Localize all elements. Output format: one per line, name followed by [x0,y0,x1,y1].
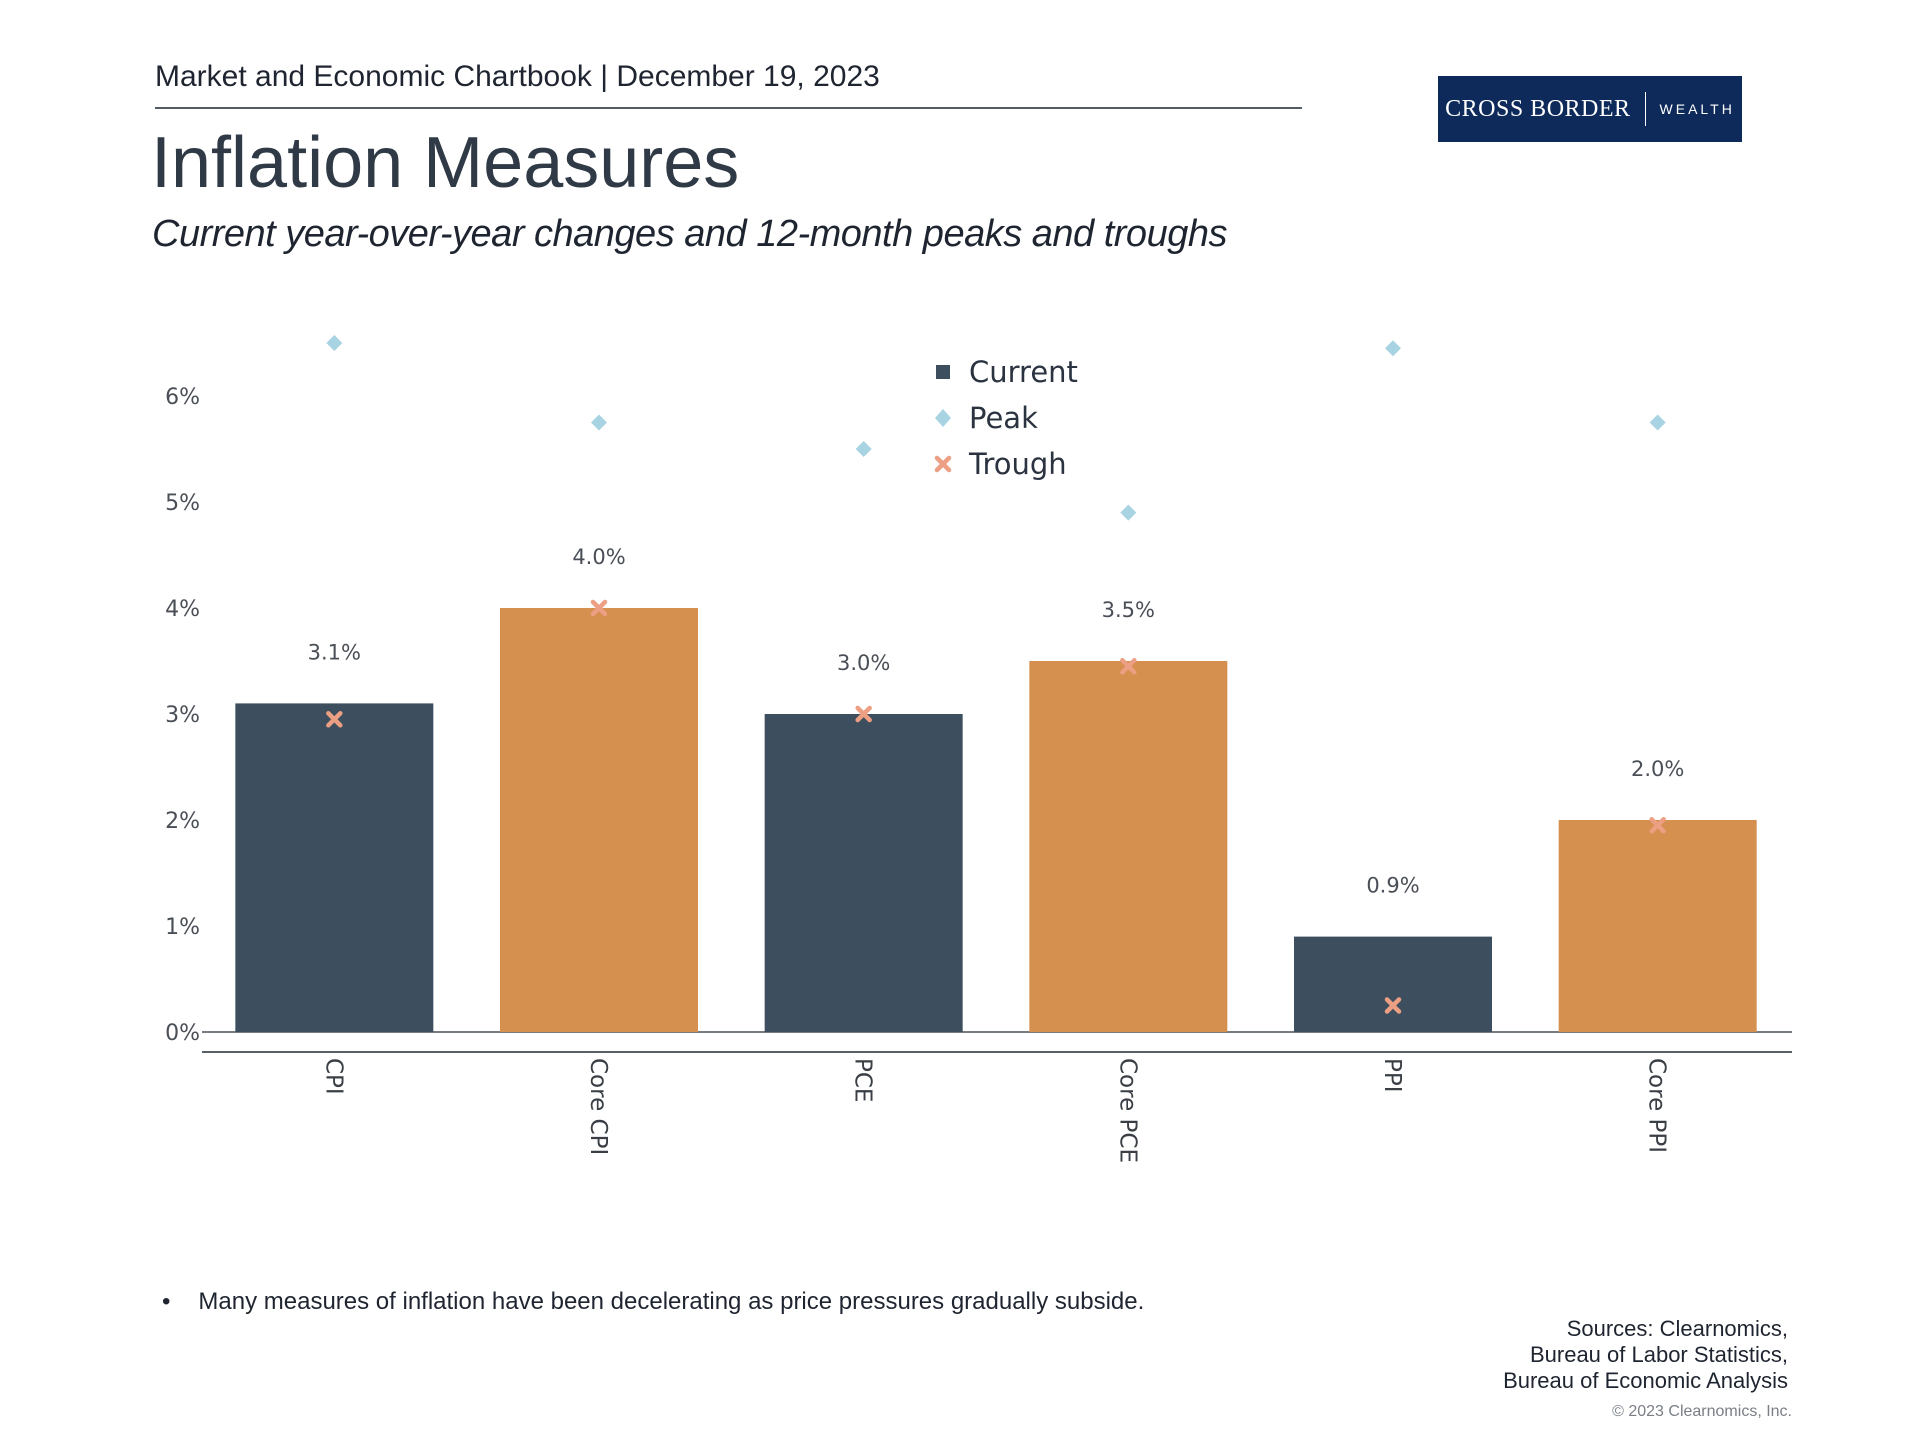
data-label: 3.5% [1102,598,1155,622]
x-tick-label: Core CPI [585,1058,611,1155]
legend-label: Trough [968,447,1067,481]
trough-marker [1384,997,1402,1014]
trough-marker [590,599,608,617]
legend-label: Peak [969,401,1038,435]
data-label: 3.0% [837,651,890,675]
data-label: 3.1% [308,640,361,664]
trough-marker [855,705,872,723]
logo-main-text: CROSS BORDER [1445,95,1631,122]
y-tick-label: 1% [165,915,200,940]
legend-peak-swatch [935,409,951,427]
page-title: Inflation Measures [151,123,740,203]
logo-sub-text: WEALTH [1659,101,1735,117]
bar-core-pce [1029,661,1228,1032]
bar-ppi [1294,936,1492,1032]
trough-marker [1649,817,1666,834]
copyright: © 2023 Clearnomics, Inc. [1612,1403,1792,1420]
legend-label: Current [969,355,1078,389]
y-tick-label: 4% [165,597,200,622]
source-line: Bureau of Labor Statistics, [1529,1342,1788,1367]
y-tick-label: 2% [165,809,200,834]
peak-marker [591,414,607,431]
data-label: 0.9% [1366,874,1419,898]
bullet-icon: • [162,1288,171,1315]
x-tick-label: Core PPI [1644,1058,1670,1153]
legend-current-swatch [936,365,950,379]
source-line: Bureau of Economic Analysis [1503,1368,1788,1393]
peak-marker [855,441,872,457]
peak-marker [326,335,343,351]
x-tick-label: PPI [1379,1058,1405,1093]
source-line: Sources: Clearnomics, [1566,1316,1788,1341]
peak-marker [1120,504,1137,521]
logo-separator [1644,92,1646,126]
page-subtitle: Current year-over-year changes and 12-mo… [152,213,1227,255]
legend-trough-swatch [934,455,952,473]
x-tick-label: Core PCE [1114,1058,1140,1163]
peak-marker [1385,340,1401,357]
chartbook-header: Market and Economic Chartbook | December… [155,60,880,93]
bar-core-ppi [1558,820,1757,1032]
peak-marker [1649,414,1666,431]
data-label: 2.0% [1631,757,1684,781]
company-logo: CROSS BORDER WEALTH [1438,76,1742,142]
data-label: 4.0% [572,545,625,569]
x-tick-label: PCE [850,1058,876,1102]
trough-marker [1120,658,1137,675]
y-tick-label: 6% [165,385,200,410]
header-divider [155,107,1302,109]
bar-core-cpi [500,608,698,1032]
bullet-text: Many measures of inflation have been dec… [198,1288,1145,1315]
footer-bullet: • Many measures of inflation have been d… [162,1288,1144,1316]
bar-pce [764,714,963,1032]
x-tick-label: CPI [320,1058,346,1095]
trough-marker [326,711,343,728]
sources-note: Sources: Clearnomics, Bureau of Labor St… [1503,1316,1788,1394]
bar-cpi [235,703,434,1032]
y-tick-label: 5% [165,491,200,516]
y-tick-label: 0% [165,1021,200,1046]
y-tick-label: 3% [165,703,200,728]
